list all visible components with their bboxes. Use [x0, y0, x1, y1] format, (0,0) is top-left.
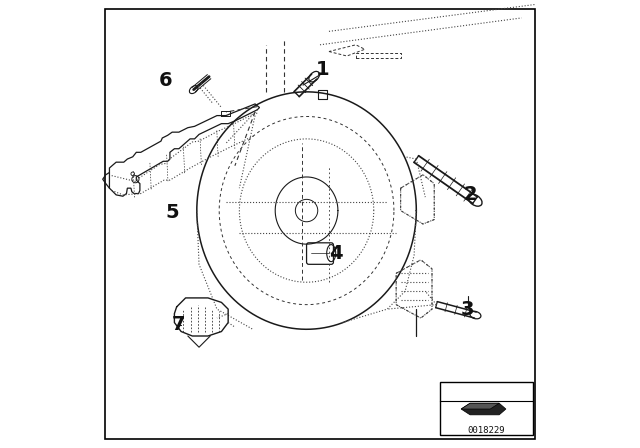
- Polygon shape: [461, 403, 499, 409]
- FancyBboxPatch shape: [307, 243, 333, 264]
- Text: 2: 2: [463, 185, 477, 204]
- Text: 3: 3: [461, 300, 475, 319]
- Text: 0018229: 0018229: [468, 426, 506, 435]
- Polygon shape: [461, 403, 506, 415]
- Bar: [440, 382, 533, 435]
- Text: 4: 4: [329, 244, 342, 263]
- Text: 7: 7: [172, 315, 186, 334]
- Text: 1: 1: [316, 60, 329, 79]
- Text: 6: 6: [159, 71, 172, 90]
- Text: 5: 5: [165, 203, 179, 222]
